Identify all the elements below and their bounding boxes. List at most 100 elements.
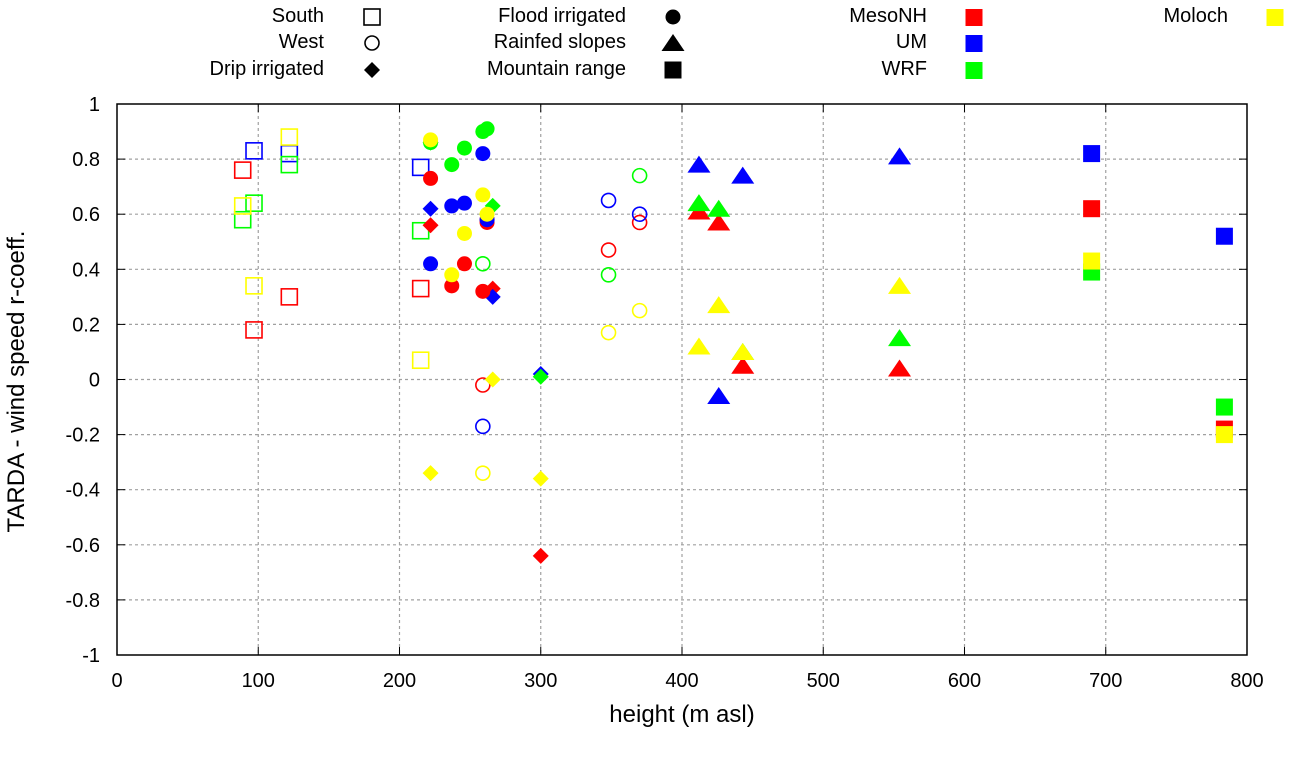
series-south-mesonh xyxy=(233,161,430,339)
legend-swatch-mesonh xyxy=(965,9,983,26)
series-west-um xyxy=(475,192,648,435)
data-point xyxy=(1215,398,1233,416)
data-point xyxy=(1215,426,1233,444)
data-point xyxy=(707,296,731,314)
x-tick-label: 700 xyxy=(1089,670,1122,692)
data-point xyxy=(731,356,755,374)
data-point xyxy=(600,242,617,258)
data-point xyxy=(475,418,491,435)
data-point xyxy=(475,377,491,393)
data-point xyxy=(411,351,430,370)
data-point xyxy=(631,167,648,184)
legend-label-flood-irrigated: Flood irrigated xyxy=(498,5,626,27)
data-point xyxy=(233,197,252,215)
data-point xyxy=(475,187,491,203)
y-tick-label: 0.4 xyxy=(72,259,100,281)
legend-label-wrf: WRF xyxy=(881,58,927,80)
data-point xyxy=(280,288,299,306)
legend-label-moloch: Moloch xyxy=(1164,5,1228,27)
data-point xyxy=(456,256,472,272)
series-rainfed-moloch xyxy=(687,276,912,360)
data-point xyxy=(1083,252,1101,270)
series-drip-mesonh xyxy=(422,217,549,564)
y-tick-label: 0.6 xyxy=(72,204,100,226)
data-point xyxy=(475,283,491,299)
data-point xyxy=(1083,200,1101,218)
data-point xyxy=(456,225,472,241)
data-point xyxy=(600,192,617,209)
legend-swatch-moloch xyxy=(1266,9,1284,26)
y-tick-label: -0.2 xyxy=(66,425,100,447)
data-point xyxy=(245,321,263,339)
legend-label-south: South xyxy=(272,5,324,27)
data-point xyxy=(280,144,299,163)
data-point xyxy=(532,547,549,564)
data-point xyxy=(423,132,439,148)
data-point xyxy=(411,158,430,177)
y-tick-label: -0.8 xyxy=(66,590,100,612)
legend-swatch-um xyxy=(965,35,983,52)
data-points xyxy=(233,121,1233,564)
data-point xyxy=(475,255,491,272)
legend-label-um: UM xyxy=(896,31,927,53)
data-point xyxy=(444,198,460,214)
data-point xyxy=(475,465,491,481)
y-tick-label: 1 xyxy=(89,94,100,116)
data-point xyxy=(423,170,439,186)
y-tick-label: -1 xyxy=(82,645,100,667)
data-point xyxy=(600,324,617,341)
data-point xyxy=(422,200,439,217)
data-point xyxy=(631,206,648,222)
axis-ticks: 0 100 200 300 400 500 600 700 80010.80.60.40.20-… xyxy=(66,94,1264,692)
data-point xyxy=(888,359,912,377)
x-tick-label: 300 xyxy=(524,670,557,692)
data-point xyxy=(631,302,648,319)
legend-swatch-wrf xyxy=(965,62,983,79)
data-point xyxy=(444,157,460,173)
data-point xyxy=(422,465,439,482)
x-axis-title: height (m asl) xyxy=(609,701,754,728)
data-point xyxy=(532,368,549,385)
data-point xyxy=(888,147,912,165)
data-point xyxy=(707,387,731,405)
data-point xyxy=(687,337,711,355)
data-point xyxy=(707,199,731,217)
series-south-wrf xyxy=(233,155,430,240)
x-tick-label: 600 xyxy=(948,670,981,692)
data-point xyxy=(600,267,617,283)
data-point xyxy=(444,278,460,294)
data-point xyxy=(731,166,755,184)
x-tick-label: 800 xyxy=(1230,670,1263,692)
data-point xyxy=(888,276,912,294)
data-point xyxy=(233,210,252,229)
x-tick-label: 500 xyxy=(807,670,840,692)
data-point xyxy=(687,155,711,173)
data-point xyxy=(456,195,472,211)
y-tick-label: 0.8 xyxy=(72,149,100,171)
data-point xyxy=(245,194,263,212)
data-point xyxy=(233,161,252,179)
legend: South West Drip irrigated Flood irrigated Ra… xyxy=(210,5,1284,80)
data-point xyxy=(444,267,460,283)
series-west-mesonh xyxy=(475,214,648,393)
y-tick-label: -0.4 xyxy=(66,480,100,502)
data-point xyxy=(456,140,472,156)
data-point xyxy=(631,214,648,231)
series-south-moloch xyxy=(233,128,430,370)
y-tick-label: -0.6 xyxy=(66,535,100,557)
series-rainfed-um xyxy=(687,147,912,405)
legend-label-mountain-range: Mountain range xyxy=(487,58,626,80)
series-west-wrf xyxy=(475,167,648,283)
series-drip-wrf xyxy=(422,134,549,385)
series-flood-moloch xyxy=(423,132,495,283)
series-rainfed-mesonh xyxy=(687,202,912,377)
legend-marker-diamond-icon xyxy=(364,62,380,78)
data-point xyxy=(484,371,501,388)
data-point xyxy=(479,206,495,222)
x-tick-label: 200 xyxy=(383,670,416,692)
data-point xyxy=(687,194,711,212)
legend-label-rainfed-slopes: Rainfed slopes xyxy=(494,31,626,53)
legend-marker-square-icon xyxy=(664,61,682,79)
series-mountain-moloch xyxy=(1083,252,1233,444)
